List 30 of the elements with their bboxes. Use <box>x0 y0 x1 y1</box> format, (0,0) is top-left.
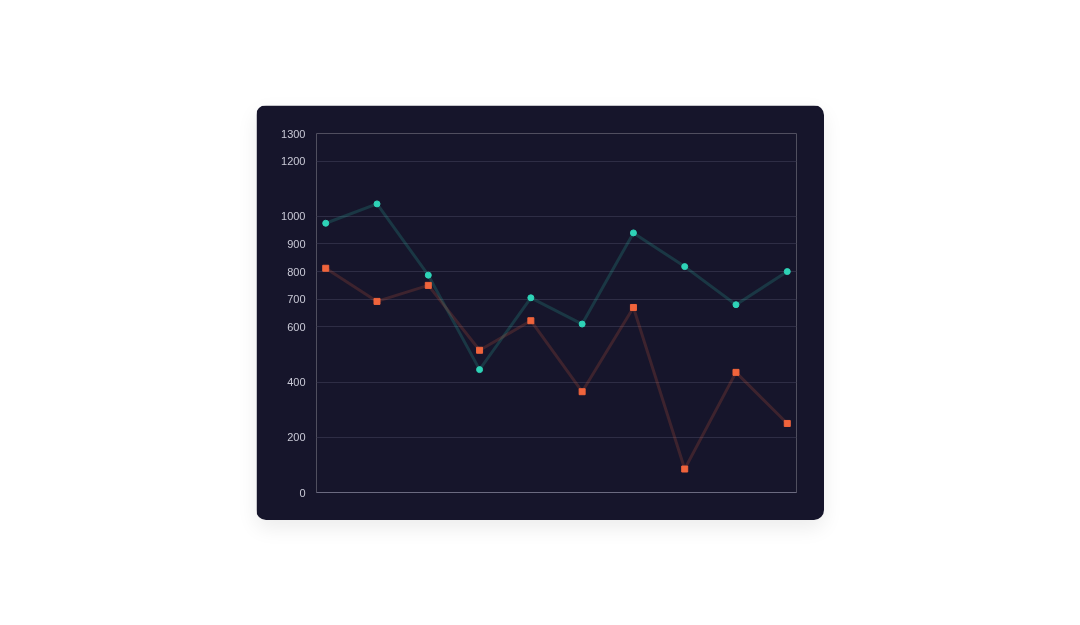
point <box>373 297 381 305</box>
point <box>732 301 740 309</box>
y-tick-label: 900 <box>287 237 306 250</box>
point <box>629 229 637 237</box>
point <box>681 465 689 473</box>
y-tick-label: 700 <box>287 293 306 306</box>
point <box>322 264 330 272</box>
point <box>783 419 791 427</box>
point <box>732 368 740 376</box>
point <box>322 219 330 227</box>
point <box>527 317 535 325</box>
y-tick-label: 1300 <box>281 127 306 140</box>
point <box>476 366 484 374</box>
y-tick-label: 200 <box>287 431 306 444</box>
y-tick-label: 1000 <box>281 210 306 223</box>
point <box>424 271 432 279</box>
point <box>424 281 432 289</box>
point <box>373 200 381 208</box>
y-tick-label: 400 <box>287 376 306 389</box>
point <box>578 388 586 396</box>
point <box>681 263 689 271</box>
point <box>578 320 586 328</box>
y-tick-label: 0 <box>299 486 306 499</box>
y-tick-label: 1200 <box>281 155 306 168</box>
y-tick-label: 600 <box>287 320 306 333</box>
point <box>783 268 791 276</box>
y-tick-label: 800 <box>287 265 306 278</box>
point <box>527 294 535 302</box>
point <box>476 346 484 354</box>
point <box>629 303 637 311</box>
